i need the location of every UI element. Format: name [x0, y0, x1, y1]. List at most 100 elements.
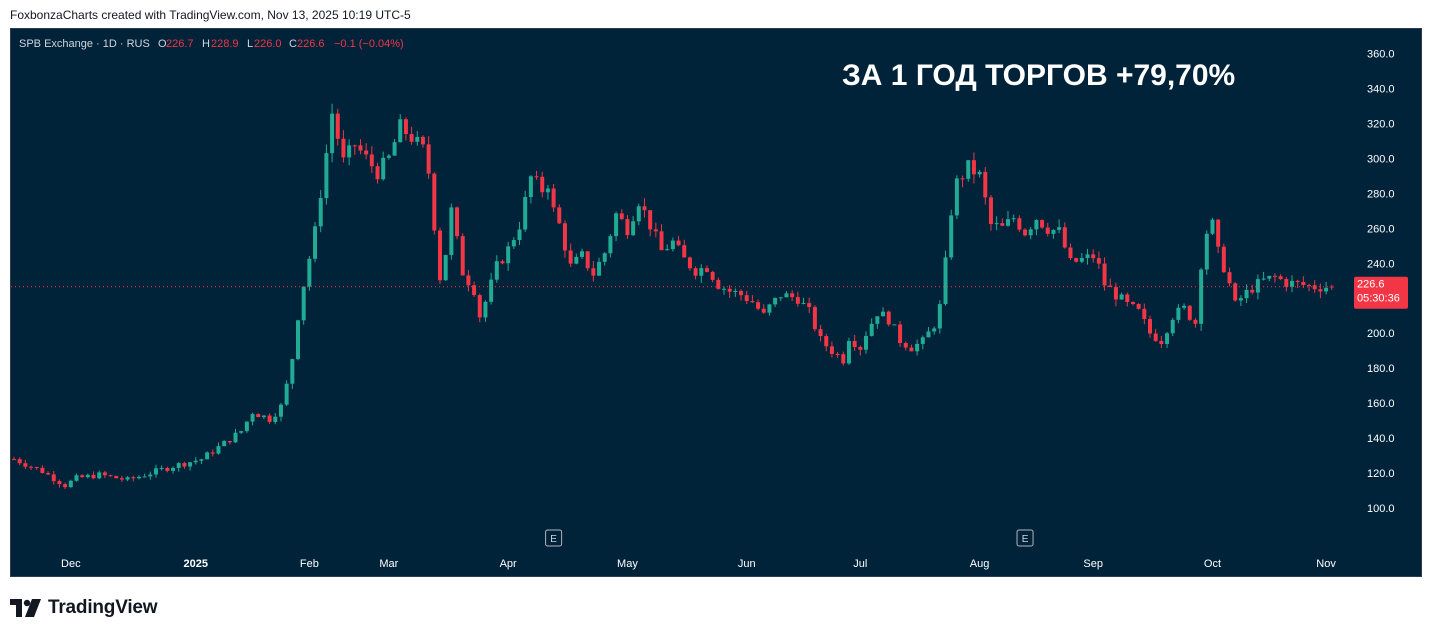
candle-body: [892, 324, 897, 326]
candle-body: [1074, 258, 1079, 262]
candle-body: [23, 463, 28, 467]
x-tick-label: Feb: [300, 558, 319, 570]
candle-body: [1028, 229, 1033, 236]
candle-body: [954, 178, 959, 216]
candle-body: [278, 404, 283, 417]
candle-body: [534, 176, 539, 178]
candle-body: [159, 467, 164, 469]
candle-body: [1000, 223, 1005, 226]
candle-body: [875, 316, 880, 324]
y-tick-label: 300.0: [1367, 153, 1395, 165]
candle-body: [91, 474, 96, 479]
candle-body: [1244, 289, 1249, 299]
candle-body: [608, 236, 613, 254]
candle-body: [937, 304, 942, 329]
candle-body: [318, 198, 323, 227]
y-tick-label: 200.0: [1367, 328, 1395, 340]
candle-body: [182, 463, 187, 467]
high-label: H: [202, 38, 210, 50]
chart-area[interactable]: 100.0120.0140.0160.0180.0200.0220.0240.0…: [10, 28, 1422, 577]
candle-body: [12, 459, 16, 461]
candle-body: [1261, 278, 1266, 280]
y-tick-label: 260.0: [1367, 223, 1395, 235]
candle-body: [1125, 294, 1130, 302]
candle-body: [97, 472, 102, 479]
candle-body: [472, 285, 477, 296]
candle-body: [841, 354, 846, 364]
candle-body: [818, 329, 823, 337]
candle-body: [466, 275, 471, 286]
candle-body: [1023, 229, 1028, 236]
candle-body: [307, 258, 312, 287]
candle-body: [102, 472, 107, 476]
candle-body: [983, 171, 988, 198]
candle-body: [352, 145, 357, 147]
candle-body: [903, 343, 908, 348]
candle-body: [176, 463, 181, 468]
candle-body: [636, 206, 641, 222]
candle-body: [477, 295, 482, 318]
candle-body: [57, 481, 62, 485]
candle-body: [125, 477, 130, 480]
candle-body: [653, 229, 658, 232]
candle-body: [347, 145, 352, 158]
high-value: 228.9: [211, 38, 239, 50]
candle-body: [119, 478, 124, 480]
candle-body: [1034, 220, 1039, 230]
candle-body: [943, 257, 948, 305]
candle-body: [1011, 218, 1016, 220]
tradingview-logo-icon: [10, 599, 41, 617]
candle-body: [778, 297, 783, 299]
candle-body: [74, 475, 79, 481]
candle-body: [267, 415, 272, 422]
candle-body: [722, 288, 726, 290]
candle-body: [426, 144, 431, 174]
candle-body: [29, 466, 34, 468]
candle-body: [1148, 318, 1152, 334]
candle-body: [205, 452, 210, 460]
candle-body: [415, 136, 420, 142]
candle-body: [517, 229, 522, 241]
x-tick-label: Aug: [970, 558, 990, 570]
legend-symbol: SPB Exchange · 1D · RUS: [19, 38, 150, 50]
candle-body: [1057, 227, 1062, 230]
candle-body: [773, 297, 778, 305]
candle-body: [528, 176, 533, 198]
candle-body: [801, 302, 806, 304]
candle-body: [1318, 289, 1323, 292]
candle-body: [506, 246, 511, 264]
candle-body: [375, 166, 380, 180]
y-tick-label: 320.0: [1367, 118, 1395, 130]
candle-body: [574, 256, 579, 264]
x-tick-label: Jun: [738, 558, 756, 570]
y-tick-label: 100.0: [1367, 503, 1395, 515]
candle-body: [250, 414, 255, 422]
candle-body: [341, 138, 346, 158]
chart-annotation: ЗА 1 ГОД ТОРГОВ +79,70%: [842, 59, 1235, 92]
candle-body: [795, 297, 800, 304]
price-chart[interactable]: 100.0120.0140.0160.0180.0200.0220.0240.0…: [11, 29, 1421, 576]
change-value: −0.1 (−0.04%): [334, 38, 404, 50]
candle-body: [710, 271, 715, 280]
candle-body: [216, 446, 221, 454]
candle-body: [585, 251, 590, 269]
candle-body: [591, 268, 596, 276]
earnings-marker[interactable]: [545, 529, 563, 547]
tradingview-logo[interactable]: TradingView: [10, 596, 158, 620]
candle-body: [296, 320, 300, 360]
candle-body: [233, 432, 238, 443]
candle-body: [1165, 333, 1170, 344]
candle-body: [46, 472, 51, 475]
candle-body: [1079, 258, 1084, 262]
close-label: C: [289, 38, 297, 50]
candle-body: [784, 293, 789, 298]
candle-body: [949, 215, 954, 258]
candle-body: [290, 359, 295, 384]
price-badge-countdown: 05:30:36: [1357, 293, 1400, 305]
earnings-marker[interactable]: [1016, 529, 1034, 547]
earnings-marker-label: E: [550, 534, 557, 545]
candle-body: [557, 207, 562, 224]
candle-body: [852, 340, 857, 348]
ohlc-legend: O 226.7 H 228.9 L 226.0 C 226.6 −0.1 (−0…: [158, 38, 404, 50]
close-value: 226.6: [297, 38, 325, 50]
